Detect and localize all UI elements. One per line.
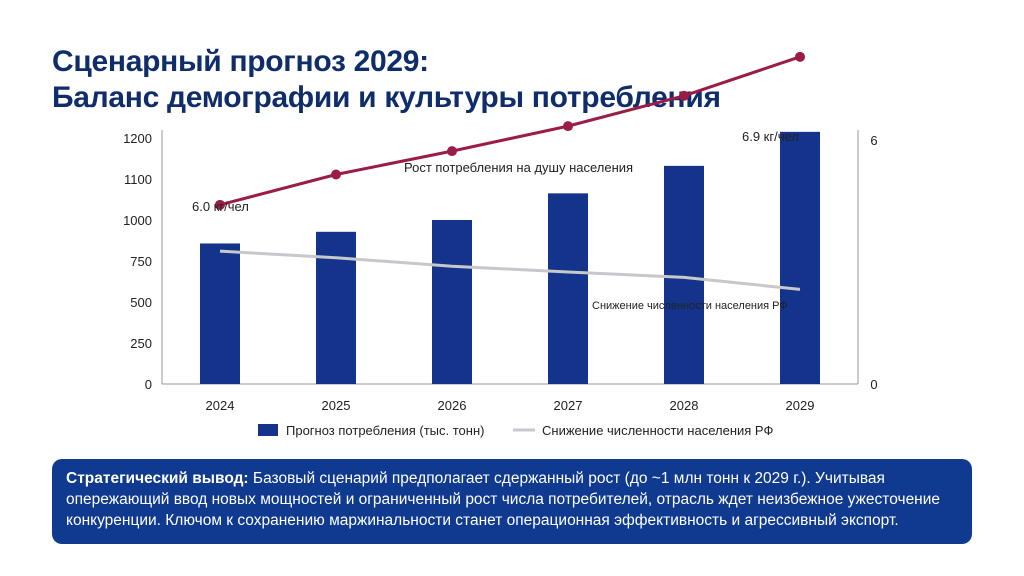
legend-line-label: Снижение численности населения РФ xyxy=(542,423,773,438)
per-capita-marker-2028 xyxy=(679,90,689,101)
page-title: Сценарный прогноз 2029: Баланс демографи… xyxy=(52,44,721,116)
bar-2025 xyxy=(316,231,356,384)
y-tick-label: 500 xyxy=(130,295,152,310)
per-capita-marker-2027 xyxy=(563,121,573,132)
legend-bar-swatch xyxy=(258,424,278,436)
bar-2027 xyxy=(548,193,588,384)
start-value-label: 6.0 кг/чел xyxy=(192,199,249,214)
y-tick-label: 1000 xyxy=(123,213,152,228)
legend-bar-label: Прогноз потребления (тыс. тонн) xyxy=(286,423,484,438)
end-value-label: 6.9 кг/чел xyxy=(742,129,799,144)
title-line-2: Баланс демографии и культуры потребления xyxy=(52,81,721,114)
x-tick-label: 2028 xyxy=(670,398,699,413)
title-line-1: Сценарный прогноз 2029: xyxy=(52,45,429,78)
y-tick-label: 250 xyxy=(130,336,152,351)
x-tick-label: 2025 xyxy=(322,398,351,413)
bar-2026 xyxy=(432,220,472,384)
x-tick-label: 2024 xyxy=(206,398,235,413)
y-tick-label: 1100 xyxy=(124,172,152,187)
per-capita-label: Рост потребления на душу населения xyxy=(404,160,633,175)
forecast-chart: 0 250 500 750 1000 1100 1200 6 0 2024 2025 2026 2027… xyxy=(123,51,878,438)
conclusion-label: Стратегический вывод: xyxy=(66,470,249,487)
y-tick-label: 1200 xyxy=(123,131,152,146)
per-capita-marker-2025 xyxy=(331,169,341,180)
per-capita-line xyxy=(219,55,801,207)
population-line xyxy=(219,249,801,291)
y2-tick-label: 6 xyxy=(870,133,877,148)
per-capita-marker-2024 xyxy=(215,199,225,210)
population-label: Снижение численности населения РФ xyxy=(592,300,788,312)
per-capita-marker-2026 xyxy=(447,146,457,157)
y2-tick-label: 0 xyxy=(870,377,877,392)
y-tick-label: 750 xyxy=(130,254,152,269)
conclusion-text: Базовый сценарий предполагает сдержанный… xyxy=(66,470,941,529)
x-tick-label: 2027 xyxy=(554,398,583,413)
bar-2028 xyxy=(664,165,704,384)
bar-2024 xyxy=(200,243,240,384)
x-tick-label: 2029 xyxy=(786,398,815,413)
per-capita-marker-2029 xyxy=(795,51,805,62)
bar-2029 xyxy=(780,131,820,384)
y-tick-label: 0 xyxy=(145,377,152,392)
strategic-conclusion-box: Стратегический вывод: Базовый сценарий п… xyxy=(52,459,972,544)
x-tick-label: 2026 xyxy=(438,398,467,413)
